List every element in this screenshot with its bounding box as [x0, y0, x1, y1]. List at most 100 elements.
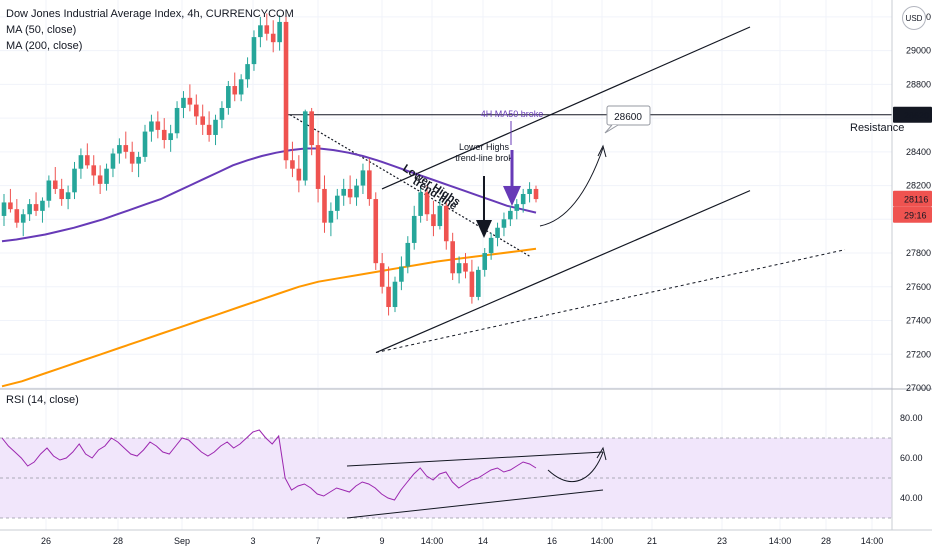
- rsi-projection-arrow: [547, 451, 604, 482]
- dashed-support-line: [375, 249, 846, 354]
- time-tick-label: 14: [478, 536, 488, 546]
- countdown-tag: 29:16: [904, 211, 927, 221]
- candle-body: [347, 188, 353, 198]
- candle-body: [258, 25, 263, 38]
- time-tick-label: 7: [315, 536, 320, 546]
- price-tick-label: 29000: [906, 46, 931, 56]
- rsi-tick-label: 40.00: [900, 493, 923, 503]
- candle-body: [33, 204, 39, 211]
- candles: [1, 13, 539, 316]
- candle-body: [46, 180, 52, 201]
- ma50-legend[interactable]: MA (50, close): [6, 24, 77, 36]
- current-price-tag: 28116: [904, 195, 928, 205]
- candle-body: [302, 111, 308, 181]
- candle-body: [514, 204, 520, 211]
- price-tick-label: 28200: [906, 181, 931, 191]
- candle-body: [322, 188, 327, 223]
- candle-body: [379, 263, 385, 287]
- candle-body: [354, 185, 359, 198]
- candle-body: [219, 107, 225, 120]
- price-tick-label: 28400: [906, 147, 931, 157]
- ma200-line: [1, 247, 537, 388]
- purple-arrow-head: [503, 186, 521, 206]
- candle-body: [91, 165, 97, 176]
- candle-body: [508, 210, 513, 220]
- countdown-tag-bg: [893, 206, 932, 223]
- candle-body: [123, 145, 129, 152]
- candle-body: [437, 205, 443, 227]
- candle-body: [85, 155, 90, 166]
- channel-upper-line: [381, 26, 751, 190]
- candle-body: [405, 242, 411, 267]
- candle-body: [533, 188, 539, 200]
- candle-body: [72, 168, 77, 193]
- rsi-tick-label: 60.00: [900, 453, 923, 463]
- time-tick-label: 14:00: [421, 536, 444, 546]
- candle-body: [226, 86, 231, 108]
- target-box: [606, 105, 651, 126]
- candle-body: [104, 168, 109, 184]
- candle-body: [155, 121, 161, 130]
- time-tick-label: 21: [647, 536, 657, 546]
- time-tick-label: 14:00: [769, 536, 792, 546]
- rsi-line: [1, 429, 537, 501]
- candle-body: [367, 170, 372, 200]
- candle-body: [142, 131, 148, 157]
- candle-body: [52, 180, 58, 189]
- rsi-channel-upper: [346, 451, 604, 467]
- candle-body: [200, 116, 205, 125]
- candle-body: [527, 188, 532, 194]
- rsi-projection-arrowhead: [596, 446, 607, 461]
- price-tick-label: 27200: [906, 349, 931, 359]
- candle-body: [245, 64, 250, 80]
- chart-title: Dow Jones Industrial Average Index, 4h, …: [6, 8, 294, 20]
- ma200-legend[interactable]: MA (200, close): [6, 40, 83, 52]
- current-price-tag-bg: [893, 190, 932, 207]
- candle-body: [78, 155, 84, 169]
- lower-highs-break-label-1: Lower Highs: [459, 142, 510, 152]
- time-tick-label: 26: [41, 536, 51, 546]
- candle-body: [136, 156, 141, 164]
- rsi-legend[interactable]: RSI (14, close): [6, 394, 79, 406]
- resistance-price-tag-bg: [893, 106, 932, 123]
- candle-body: [488, 237, 494, 254]
- time-axis-ticks: 26 28 Sep 3 7 9 14:00 14 16 14:00 21 23 14:00 28 14:00: [41, 536, 883, 546]
- rsi-axis-ticks: 80.00 60.00 40.00: [900, 413, 923, 503]
- candle-body: [495, 227, 500, 238]
- rsi-band-lines: [0, 437, 892, 519]
- candle-body: [296, 168, 302, 181]
- projection-arrowhead: [597, 144, 607, 158]
- candle-body: [110, 153, 116, 169]
- candle-body: [14, 209, 20, 223]
- candle-body: [206, 124, 212, 135]
- time-tick-label: Sep: [174, 536, 190, 546]
- ma50-line: [1, 147, 537, 243]
- candle-body: [187, 97, 193, 105]
- candle-body: [20, 214, 26, 223]
- candle-body: [456, 263, 462, 274]
- resistance-price-tag: 28620: [904, 111, 929, 121]
- candle-body: [335, 195, 340, 211]
- resistance-label: Resistance: [850, 122, 904, 134]
- lower-highs-trendline: [289, 114, 531, 257]
- candle-body: [8, 202, 13, 210]
- candle-body: [181, 97, 186, 108]
- trend-lines: [286, 26, 892, 519]
- candle-body: [463, 263, 468, 272]
- price-tick-label: 27600: [906, 282, 931, 292]
- candle-body: [59, 188, 64, 200]
- price-tags: 28620 28116 29:16: [893, 106, 932, 223]
- candle-body: [283, 21, 289, 161]
- projection-arrow: [539, 147, 604, 227]
- black-arrow-head: [476, 220, 492, 238]
- currency-badge[interactable]: USD: [902, 6, 926, 30]
- target-box-pointer: [604, 124, 619, 134]
- candle-body: [520, 194, 526, 205]
- candle-body: [270, 33, 276, 43]
- time-tick-label: 16: [547, 536, 557, 546]
- candle-body: [450, 241, 455, 274]
- candle-body: [399, 266, 404, 282]
- ma50-broke-label: 4H MA50 broke: [481, 109, 544, 119]
- candle-body: [264, 25, 270, 34]
